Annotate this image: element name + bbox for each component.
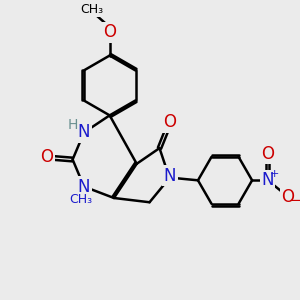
Text: H: H — [68, 118, 78, 132]
Text: N: N — [78, 124, 90, 142]
Text: O: O — [164, 113, 176, 131]
Text: N: N — [262, 171, 274, 189]
Text: +: + — [269, 169, 279, 179]
Text: O: O — [103, 23, 116, 41]
Text: O: O — [40, 148, 53, 166]
Text: N: N — [78, 178, 90, 196]
Text: CH₃: CH₃ — [70, 193, 93, 206]
Text: O: O — [261, 145, 274, 163]
Text: −: − — [288, 193, 300, 208]
Text: CH₃: CH₃ — [80, 4, 104, 16]
Text: O: O — [281, 188, 294, 206]
Text: N: N — [164, 167, 176, 185]
